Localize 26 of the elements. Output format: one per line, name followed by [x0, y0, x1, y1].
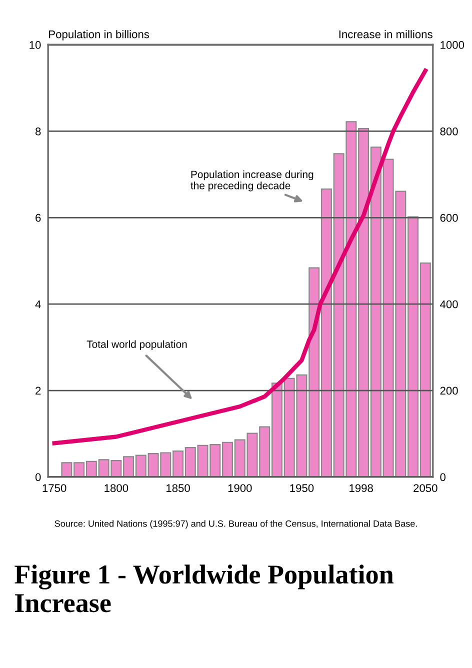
text: Figure 1 - Worldwide Population Increase — [14, 564, 394, 612]
x-tick-label: 1850 — [166, 484, 190, 492]
x-tick-label: 1998 — [350, 484, 373, 492]
annotation: Total world population — [86, 340, 187, 350]
y-tick-label: 4 — [35, 300, 41, 308]
y2-tick-label: 0 — [440, 473, 446, 482]
y-tick-label: 6 — [36, 214, 41, 222]
y-axis-title: Population in billions — [49, 30, 150, 40]
x-tick-label: 1900 — [228, 484, 252, 492]
y-tick-label: 10 — [30, 41, 41, 49]
y-tick-label: 0 — [35, 473, 41, 482]
x-tick-label: 1950 — [290, 484, 314, 492]
y2-tick-label: 600 — [440, 214, 458, 222]
annotation: Population increase during the preceding decade — [190, 170, 314, 192]
x-tick-label: 1750 — [42, 484, 66, 492]
y2-tick-label: 1000 — [440, 41, 464, 49]
y2-tick-label: 800 — [440, 127, 458, 136]
x-tick-label: 1800 — [104, 484, 128, 492]
y-tick-label: 2 — [36, 386, 41, 395]
source-note: Source: United Nations (1995:97) and U.S. Bureau of the Census, International Data Base. — [54, 520, 417, 529]
y2-tick-label: 400 — [440, 300, 458, 308]
y2-axis-title: Increase in millions — [339, 30, 432, 38]
y2-tick-label: 200 — [440, 386, 458, 395]
y-tick-label: 8 — [36, 127, 41, 136]
x-tick-label: 2050 — [414, 484, 438, 492]
line-series — [52, 68, 428, 446]
